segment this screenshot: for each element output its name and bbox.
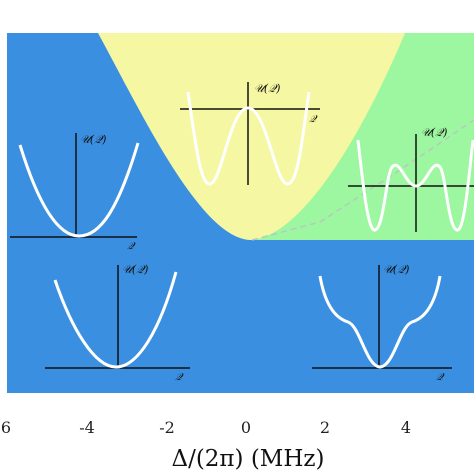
- double-well-region: [98, 33, 405, 240]
- inset-ylabel: 𝒰(𝒬): [80, 133, 106, 146]
- potential-curve: [18, 142, 140, 238]
- inset-xlabel: 𝒬: [436, 372, 445, 383]
- inset-single-well-bottom: 𝒰(𝒬) 𝒬: [45, 263, 190, 383]
- x-tick-label: -4: [79, 418, 95, 437]
- x-tick-label: 4: [401, 418, 411, 437]
- inset-ylabel: 𝒰(𝒬): [254, 82, 280, 95]
- inset-xlabel: 𝒬: [127, 241, 136, 252]
- potential-curve: [53, 271, 178, 369]
- x-tick-label: 0: [241, 418, 251, 437]
- potential-curve: [318, 275, 442, 369]
- inset-single-well-left: 𝒰(𝒬) 𝒬: [10, 133, 140, 252]
- inset-multi-well-right: 𝒰(𝒬): [348, 126, 474, 232]
- inset-ylabel: 𝒰(𝒬): [421, 126, 447, 139]
- x-tick-label: 2: [320, 418, 330, 437]
- potential-curve: [356, 139, 474, 232]
- inset-ylabel: 𝒰(𝒬): [383, 263, 409, 276]
- x-axis-label: Δ/(2π) (MHz): [171, 446, 324, 472]
- inset-ylabel: 𝒰(𝒬): [122, 263, 148, 276]
- inset-double-well-top: 𝒰(𝒬) 𝒬: [180, 82, 320, 186]
- dashed-boundary: [251, 119, 474, 241]
- inset-flat-well-bottom: 𝒰(𝒬) 𝒬: [312, 263, 452, 383]
- x-tick-label: -2: [159, 418, 175, 437]
- x-tick-label: 6: [1, 418, 11, 437]
- potential-curve: [186, 91, 311, 186]
- inset-xlabel: 𝒬: [175, 372, 184, 383]
- inset-xlabel: 𝒬: [309, 114, 318, 125]
